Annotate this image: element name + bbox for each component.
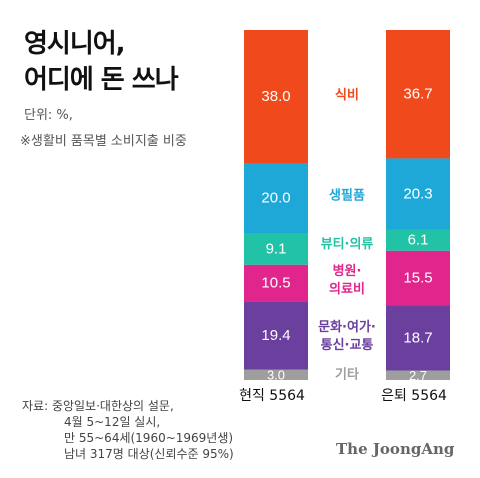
- bar-segment: [386, 370, 450, 380]
- series-label: 기타: [335, 367, 359, 383]
- bar-segment: [386, 305, 450, 371]
- bar-segment: [386, 30, 450, 159]
- data-label: 6.1: [408, 232, 429, 249]
- bar-segment: [386, 229, 450, 251]
- bar-segment: [244, 301, 308, 370]
- series-label: 병원·: [333, 263, 362, 279]
- series-label: 생필품: [329, 188, 365, 203]
- title-line-1: 영시니어,: [24, 29, 126, 59]
- category-label: 현직 5564: [239, 388, 305, 404]
- data-label: 15.5: [403, 269, 432, 286]
- brand-logo: The JoongAng: [336, 440, 455, 458]
- source-line-4: 남녀 317명 대상(신뢰수준 95%): [64, 447, 234, 461]
- bar-segment: [244, 233, 308, 265]
- source-line-2: 4월 5~12일 실시,: [64, 415, 161, 429]
- source-line-3: 만 55~64세(1960~1969년생): [64, 431, 234, 445]
- data-label: 20.3: [403, 185, 432, 202]
- bar-segment: [244, 30, 308, 163]
- series-label: 뷰티·의류: [321, 236, 374, 252]
- bar-segment: [386, 250, 450, 306]
- bar-segment: [244, 369, 308, 380]
- data-label: 10.5: [261, 275, 290, 292]
- data-label: 9.1: [266, 240, 287, 257]
- footnote: ※생활비 품목별 소비지출 비중: [20, 134, 187, 149]
- data-label: 20.0: [261, 190, 290, 207]
- data-label: 3.0: [267, 367, 285, 382]
- category-label: 은퇴 5564: [381, 388, 447, 404]
- series-label: 식비: [335, 87, 359, 103]
- chart-title: 영시니어, 어디에 돈 쓰나: [24, 26, 179, 98]
- data-label: 18.7: [403, 329, 432, 346]
- bar-segment: [386, 158, 450, 230]
- unit-label: 단위: %,: [24, 108, 73, 123]
- series-label: 통신·교통: [321, 338, 374, 353]
- title-line-2: 어디에 돈 쓰나: [24, 65, 179, 95]
- data-label: 38.0: [261, 88, 290, 105]
- series-label: 의료비: [329, 281, 365, 297]
- data-label: 2.7: [409, 368, 427, 383]
- series-label: 문화·여가·: [318, 319, 376, 335]
- bar-segment: [244, 264, 308, 302]
- data-label: 19.4: [261, 327, 290, 344]
- source-note: 자료: 중앙일보·대한상의 설문, 4월 5~12일 실시, 만 55~64세(…: [22, 398, 234, 462]
- source-line-1: 자료: 중앙일보·대한상의 설문,: [22, 399, 174, 413]
- bar-segment: [244, 163, 308, 233]
- data-label: 36.7: [403, 86, 432, 103]
